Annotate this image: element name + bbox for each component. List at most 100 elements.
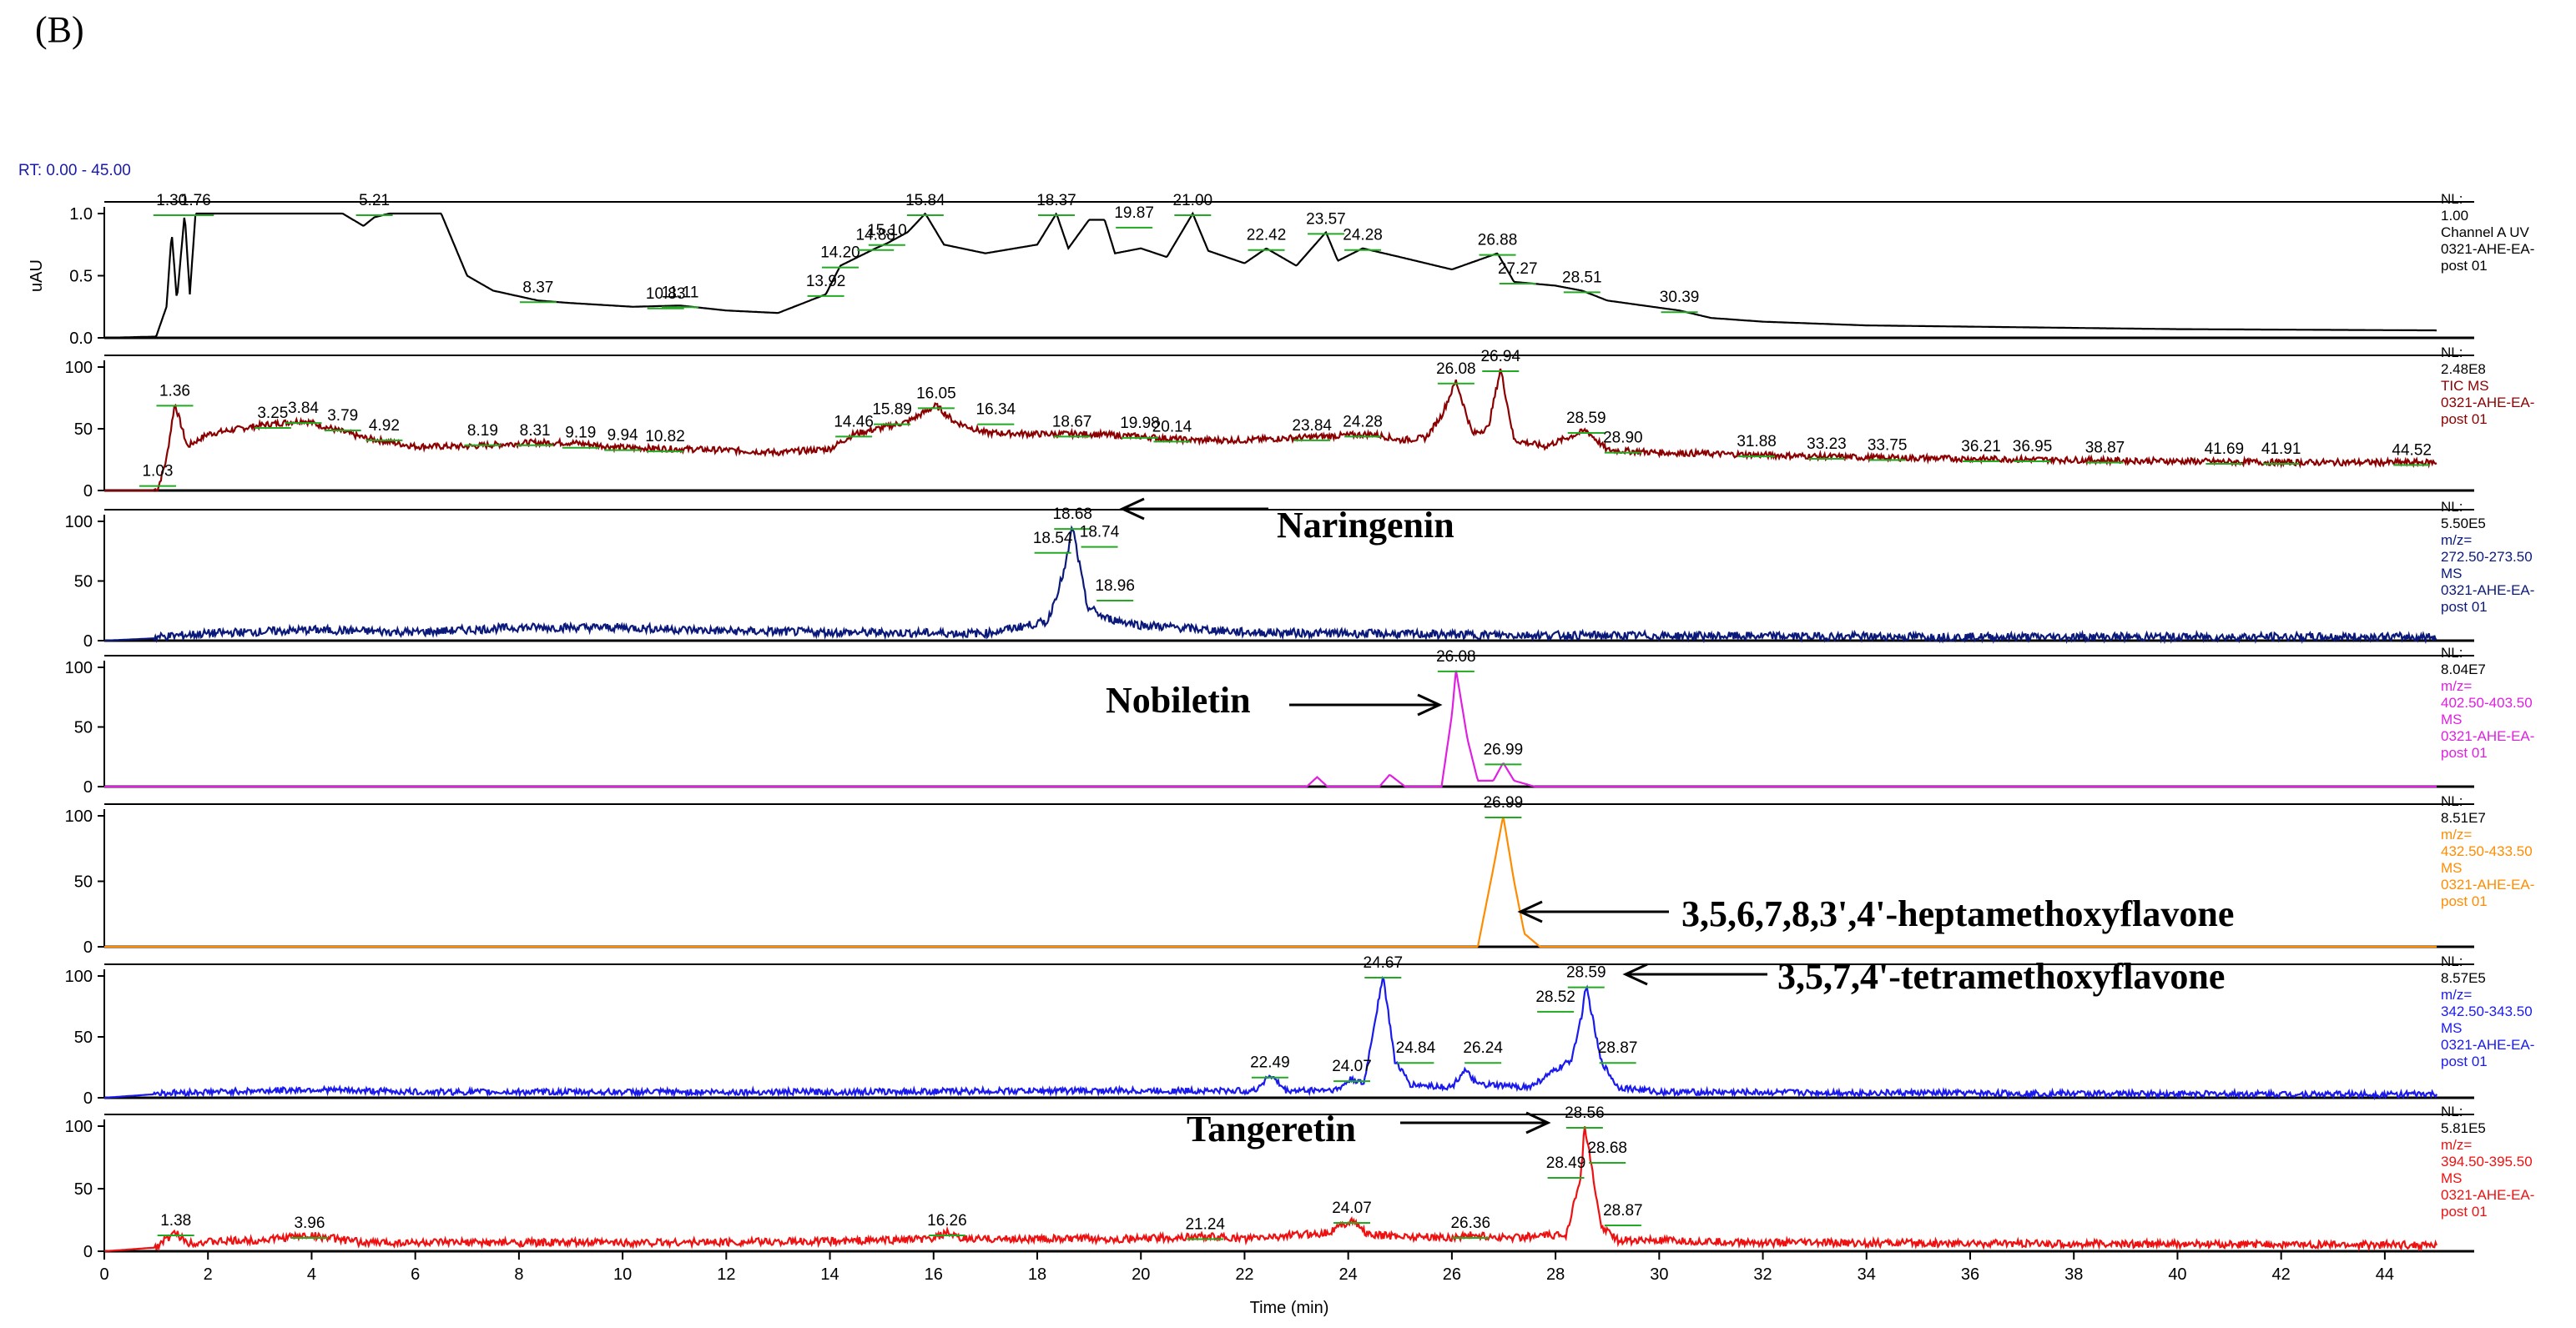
x-tick-label: 28 (1546, 1265, 1565, 1284)
info-line: 0321-AHE-EA- (2441, 1037, 2534, 1053)
annotation-nobiletin: Nobiletin (1106, 680, 1251, 721)
y-tick-label: 50 (74, 719, 93, 737)
peak-label: 19.87 (1114, 204, 1154, 222)
peak-label: 27.27 (1498, 260, 1538, 278)
info-line: TIC MS (2441, 378, 2489, 394)
info-line: NL: (2441, 345, 2463, 360)
peak-label: 26.94 (1480, 348, 1520, 365)
info-line: post 01 (2441, 258, 2488, 274)
x-axis-label: Time (min) (1250, 1299, 1329, 1317)
peak-label: 33.23 (1807, 435, 1847, 453)
peak-label: 3.79 (327, 407, 358, 425)
y-tick-label: 100 (65, 1118, 93, 1136)
x-tick-label: 18 (1028, 1265, 1046, 1284)
peak-label: 33.75 (1868, 437, 1908, 455)
x-tick-label: 40 (2168, 1265, 2186, 1284)
peak-label: 1.30 (156, 192, 187, 209)
info-line: post 01 (2441, 893, 2488, 909)
peak-label: 3.96 (294, 1215, 325, 1232)
panel-naringenin: 0 50 100 18.68 18.54 18.74 18.96 NL:5.50E5m/z=2… (65, 499, 2535, 651)
peak-label: 11.11 (662, 284, 699, 301)
panel-nobiletin: 0 50 100 26.08 26.99 NL:8.04E7m/z=402.50-403.… (65, 645, 2535, 797)
peak-label: 26.99 (1484, 741, 1524, 758)
info-line: MS (2441, 1020, 2463, 1036)
trace-tangeretin (103, 1126, 2438, 1253)
peak-label: 28.59 (1566, 410, 1606, 427)
peak-label: 3.84 (288, 400, 319, 417)
peak-label: 13.92 (806, 273, 846, 290)
peak-label: 5.21 (359, 192, 390, 209)
peak-label: 38.87 (2085, 439, 2125, 456)
peak-label: 18.37 (1036, 192, 1076, 209)
info-line: NL: (2441, 793, 2463, 809)
peak-label: 26.88 (1478, 232, 1518, 249)
peak-label: 15.89 (872, 401, 912, 419)
peak-label: 24.07 (1332, 1058, 1372, 1075)
info-line: 2.48E8 (2441, 361, 2486, 377)
annotation-arrow-head (1622, 963, 1648, 986)
peak-label: 44.52 (2392, 441, 2432, 459)
y-tick-label: 100 (65, 359, 93, 377)
peak-label: 8.31 (520, 422, 551, 440)
info-line: 0321-AHE-EA- (2441, 395, 2534, 410)
x-tick-label: 4 (307, 1265, 316, 1284)
y-tick-label: 0 (83, 1089, 93, 1108)
peak-label: 16.05 (916, 385, 956, 402)
y-tick-label: 100 (65, 968, 93, 986)
panel-label: (B) (35, 9, 84, 50)
peak-label: 30.39 (1660, 289, 1700, 306)
peak-label: 14.46 (834, 413, 874, 430)
info-line: NL: (2441, 499, 2463, 515)
annotation-arrow-head (1417, 693, 1443, 717)
peak-label: 1.03 (142, 463, 173, 480)
info-line: 0321-AHE-EA- (2441, 728, 2534, 744)
y-tick-label: 50 (74, 1029, 93, 1047)
x-tick-label: 36 (1961, 1265, 1979, 1284)
peak-label: 31.88 (1737, 433, 1777, 450)
peak-label: 28.49 (1546, 1154, 1586, 1172)
info-line: MS (2441, 566, 2463, 581)
y-tick-label: 0 (83, 778, 93, 797)
peak-label: 28.52 (1535, 988, 1575, 1006)
peak-label: 41.91 (2261, 440, 2301, 458)
peak-label: 21.00 (1173, 192, 1213, 209)
info-line: MS (2441, 860, 2463, 876)
peak-label: 23.84 (1292, 417, 1332, 435)
x-tick-label: 10 (613, 1265, 632, 1284)
x-tick-label: 16 (925, 1265, 943, 1284)
annotation-arrow-head (1525, 1111, 1551, 1134)
peak-label: 14.88 (855, 227, 895, 244)
peak-label: 15.84 (905, 192, 945, 209)
peak-label: 24.28 (1343, 413, 1383, 430)
peak-label: 8.37 (522, 279, 553, 296)
info-line: NL: (2441, 191, 2463, 207)
info-line: post 01 (2441, 1054, 2488, 1069)
info-line: 0321-AHE-EA- (2441, 582, 2534, 598)
trace-naringenin (103, 525, 2437, 645)
peak-label: 24.84 (1396, 1039, 1436, 1057)
info-line: 0321-AHE-EA- (2441, 1187, 2534, 1203)
info-line: 0321-AHE-EA- (2441, 877, 2534, 893)
info-line: 272.50-273.50 (2441, 549, 2533, 565)
peak-label: 23.57 (1306, 210, 1346, 228)
x-tick-label: 12 (717, 1265, 735, 1284)
x-tick-label: 34 (1858, 1265, 1876, 1284)
info-line: m/z= (2441, 532, 2472, 548)
info-line: m/z= (2441, 827, 2472, 843)
peak-label: 26.36 (1450, 1215, 1490, 1232)
peak-label: 8.19 (467, 422, 498, 440)
info-line: MS (2441, 1170, 2463, 1186)
info-line: 402.50-403.50 (2441, 695, 2533, 711)
x-tick-label: 26 (1443, 1265, 1461, 1284)
peak-label: 19.98 (1120, 415, 1160, 432)
annotation-tangeretin: Tangeretin (1187, 1109, 1356, 1149)
rt-range-label: RT: 0.00 - 45.00 (18, 162, 131, 179)
annotation-tetramethoxy: 3,5,7,4'-tetramethoxyflavone (1777, 956, 2225, 997)
x-tick-label: 44 (2376, 1265, 2394, 1284)
peak-label: 18.68 (1052, 506, 1092, 523)
peak-label: 16.34 (976, 401, 1016, 419)
annotation-arrow-head (1517, 900, 1543, 923)
peak-label: 18.54 (1033, 530, 1073, 547)
